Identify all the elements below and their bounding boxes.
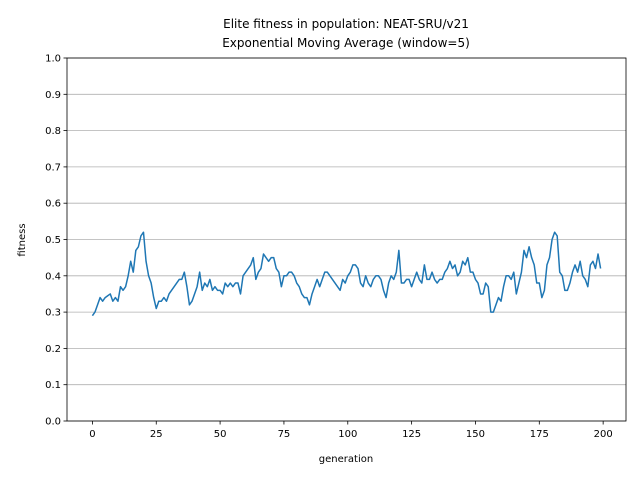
y-axis-label: fitness [17, 223, 28, 256]
y-tick-label: 0.2 [45, 344, 61, 355]
chart-title: Elite fitness in population: NEAT-SRU/v2… [223, 17, 469, 31]
chart-subtitle: Exponential Moving Average (window=5) [222, 36, 470, 50]
x-axis-label: generation [319, 454, 373, 465]
y-tick-label: 0.8 [45, 126, 61, 137]
axes-frame [66, 57, 627, 422]
y-tick-label: 0.0 [45, 417, 61, 428]
x-tick-label: 175 [530, 429, 549, 440]
y-tick-label: 0.9 [45, 90, 61, 101]
y-tick-label: 0.1 [45, 380, 61, 391]
x-tick-label: 200 [594, 429, 613, 440]
y-tick-label: 0.3 [45, 308, 61, 319]
x-tick-label: 0 [89, 429, 95, 440]
x-tick-label: 100 [338, 429, 357, 440]
x-tick-label: 25 [150, 429, 163, 440]
x-tick-label: 150 [466, 429, 485, 440]
plot-area: 0.0 0.1 0.2 0.3 0.4 0.5 0.6 0.7 0.8 0.9 1.0 0 25 50 75… [45, 54, 627, 440]
y-tick-label: 0.7 [45, 162, 61, 173]
x-tick-label: 125 [402, 429, 421, 440]
x-tick-label: 75 [278, 429, 291, 440]
y-tick-label: 1.0 [45, 54, 61, 65]
y-tick-label: 0.6 [45, 199, 61, 210]
y-tick-label: 0.5 [45, 235, 61, 246]
x-tick-label: 50 [214, 429, 227, 440]
y-tick-label: 0.4 [45, 271, 61, 282]
data-line [91, 231, 602, 317]
